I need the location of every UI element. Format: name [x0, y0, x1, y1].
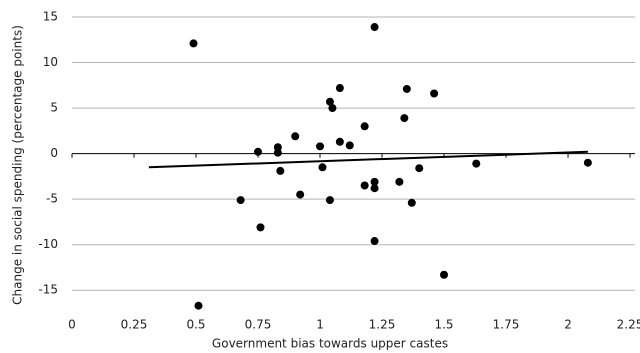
- y-tick-label: -10: [38, 237, 58, 251]
- y-axis-label: Change in social spending (percentage po…: [11, 25, 25, 305]
- point: [395, 177, 404, 186]
- y-tick-label: 15: [43, 10, 58, 24]
- point: [402, 84, 411, 93]
- point: [345, 141, 354, 150]
- point: [335, 137, 344, 146]
- point: [370, 177, 379, 186]
- y-tick-label: 10: [43, 55, 58, 69]
- x-tick-label: 0.75: [245, 318, 272, 332]
- point: [472, 159, 481, 168]
- x-tick-label: 0.5: [186, 318, 205, 332]
- y-tick-label: 5: [50, 101, 58, 115]
- point: [325, 97, 334, 106]
- point: [415, 164, 424, 173]
- x-tick-label: 1.25: [369, 318, 396, 332]
- point: [370, 184, 379, 193]
- x-tick-label: 1.5: [434, 318, 453, 332]
- point: [583, 158, 592, 167]
- point: [291, 132, 300, 141]
- point: [325, 196, 334, 205]
- point: [440, 270, 449, 279]
- point: [256, 223, 265, 232]
- point: [273, 148, 282, 157]
- y-tick-label: 0: [50, 146, 58, 160]
- point: [236, 196, 245, 205]
- point: [335, 84, 344, 93]
- point: [276, 166, 285, 175]
- point: [360, 181, 369, 190]
- point: [189, 39, 198, 48]
- x-axis-label: Government bias towards upper castes: [212, 337, 448, 351]
- x-tick-label: 1: [316, 318, 324, 332]
- x-tick-label: 1.75: [493, 318, 520, 332]
- point: [400, 114, 409, 123]
- y-tick-label: -5: [46, 192, 58, 206]
- point: [194, 301, 203, 310]
- point: [370, 237, 379, 246]
- point: [430, 89, 439, 98]
- x-tick-label: 0.25: [121, 318, 148, 332]
- point: [316, 142, 325, 151]
- point: [370, 23, 379, 32]
- point: [273, 143, 282, 152]
- point: [360, 122, 369, 131]
- x-tick-label: 2.25: [617, 318, 640, 332]
- x-tick-label: 0: [68, 318, 76, 332]
- point: [328, 104, 337, 113]
- point: [254, 147, 263, 156]
- x-tick-label: 2: [564, 318, 572, 332]
- point: [318, 163, 327, 172]
- point: [296, 190, 305, 199]
- trend-line: [148, 150, 588, 169]
- y-tick-label: -15: [38, 283, 58, 297]
- point: [407, 198, 416, 207]
